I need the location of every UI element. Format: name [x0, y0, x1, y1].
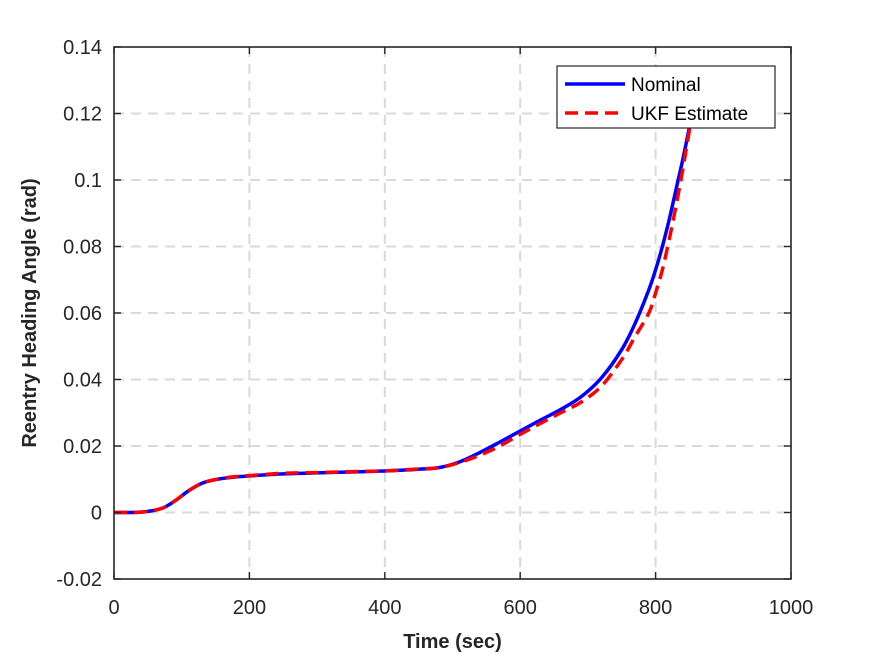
x-tick-label: 400: [368, 597, 401, 619]
x-tick-label: 1000: [769, 597, 814, 619]
axis-ticks: [113, 46, 792, 580]
y-tick-label: 0.12: [63, 104, 102, 126]
series-line-ukf-estimate: [114, 86, 700, 515]
y-tick-label: 0.02: [63, 436, 102, 458]
legend-label-ukf-estimate: UKF Estimate: [631, 104, 748, 125]
legend: Nominal UKF Estimate: [556, 65, 776, 129]
y-axis-label: Reentry Heading Angle (rad): [19, 178, 41, 447]
legend-box: [556, 65, 776, 129]
series-lines: [114, 86, 700, 515]
y-tick-label: 0.04: [63, 370, 102, 392]
x-axis-label: Time (sec): [403, 631, 502, 653]
x-tick-label: 800: [639, 597, 672, 619]
y-tick-label: 0.1: [74, 170, 102, 192]
legend-label-nominal: Nominal: [631, 75, 701, 96]
axis-tick-labels: 0 200 400 600 800 1000 -0.02 0 0.02 0.04 0.06 0.08 0…: [56, 37, 813, 619]
y-tick-label: -0.02: [56, 569, 102, 591]
y-tick-label: 0.08: [63, 237, 102, 259]
y-tick-label: 0.06: [63, 303, 102, 325]
series-line-nominal: [114, 99, 696, 515]
y-tick-label: 0.14: [63, 37, 102, 59]
x-tick-label: 600: [504, 597, 537, 619]
x-tick-label: 0: [108, 597, 119, 619]
y-tick-label: 0: [91, 503, 102, 525]
x-tick-label: 200: [233, 597, 266, 619]
